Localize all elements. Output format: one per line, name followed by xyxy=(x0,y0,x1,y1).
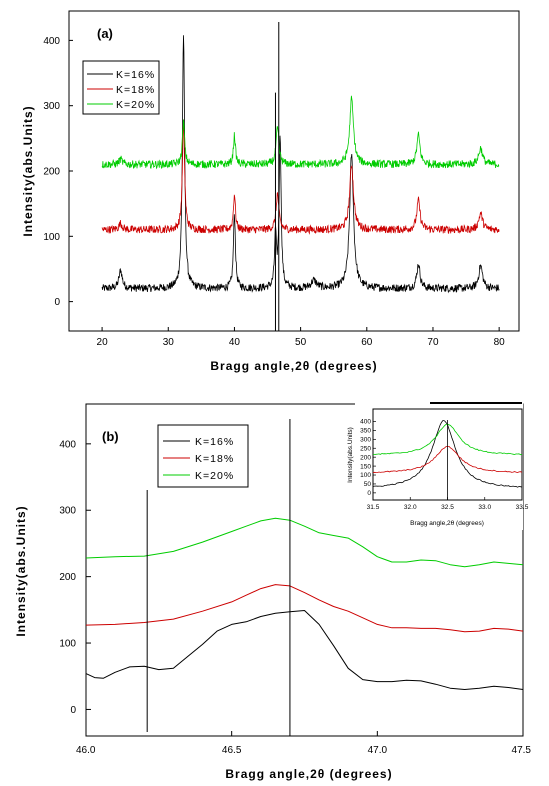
panel-b-legend-label-0: K=16% xyxy=(195,436,234,448)
panel-b-legend: K=16% K=18% K=20% xyxy=(157,424,249,488)
panel-b-x-axis-label: Bragg angle,2θ (degrees) xyxy=(225,767,392,781)
panel-b-y-tick-label: 0 xyxy=(70,705,76,716)
panel-b-y-tick-label: 300 xyxy=(59,506,76,517)
panel-a-x-tick-label: 60 xyxy=(361,337,373,348)
inset-y-tick-label: 350 xyxy=(360,428,371,435)
panel-a-y-tick-label: 100 xyxy=(43,232,60,243)
panel-b-y-axis-label: Intensity(abs.Units) xyxy=(14,505,28,636)
panel-a-legend-box xyxy=(82,60,160,115)
inset-x-tick-label: 33.0 xyxy=(478,504,491,511)
panel-a: 20 30 40 50 60 70 80 0 100 200 300 400 (a) Bragg a… xyxy=(21,10,520,373)
panel-a-y-axis-label: Intensity(abs.Units) xyxy=(21,105,35,236)
inset-y-tick-label: 100 xyxy=(360,472,371,479)
panel-a-series-0 xyxy=(101,35,500,294)
panel-b-series-2 xyxy=(85,517,524,568)
panel-a-x-tick-label: 70 xyxy=(427,337,439,348)
panel-a-legend: K=16% K=18% K=20% xyxy=(82,60,160,115)
panel-b-frame xyxy=(85,403,524,737)
panel-b-legend-box xyxy=(157,424,249,488)
panel-b-y-tick-label: 200 xyxy=(59,572,76,583)
inset-x-tick-label: 32.0 xyxy=(404,504,417,511)
panel-a-label: (a) xyxy=(97,26,113,41)
panel-a-x-tick-label: 30 xyxy=(163,337,175,348)
panel-b-y-tick-label: 400 xyxy=(59,439,76,450)
panel-a-legend-label-2: K=20% xyxy=(116,99,155,111)
inset-x-tick-label: 33.5 xyxy=(516,504,529,511)
panel-b-x-tick-label: 46.0 xyxy=(76,745,96,756)
panel-a-frame xyxy=(68,10,520,332)
panel-b-x-tick-label: 47.5 xyxy=(512,745,532,756)
inset-y-tick-label: 200 xyxy=(360,454,371,461)
inset-background xyxy=(355,402,523,530)
inset-x-axis-label: Bragg angle,2θ (degrees) xyxy=(410,520,484,527)
inset-y-axis-label: Intensity(abs.Units) xyxy=(347,427,354,483)
panel-a-y-tick-label: 400 xyxy=(43,36,60,47)
panel-a-y-tick-label: 300 xyxy=(43,101,60,112)
inset-x-tick-label: 31.5 xyxy=(367,504,380,511)
panel-a-y-tick-label: 200 xyxy=(43,167,60,178)
panel-b-y-tick-label: 100 xyxy=(59,639,76,650)
panel-a-x-axis-label: Bragg angle,2θ (degrees) xyxy=(210,359,377,373)
inset-y-tick-label: 0 xyxy=(367,490,371,497)
panel-a-legend-label-1: K=18% xyxy=(116,84,155,96)
panel-a-x-tick-label: 50 xyxy=(295,337,307,348)
panel-b-label: (b) xyxy=(102,429,119,444)
panel-a-series-2 xyxy=(101,95,500,170)
panel-b: 46.0 46.5 47.0 47.5 0 100 200 300 400 (b) Bragg… xyxy=(14,402,531,781)
panel-b-x-tick-label: 46.5 xyxy=(222,745,242,756)
panel-a-legend-label-0: K=16% xyxy=(116,69,155,81)
panel-a-x-tick-label: 40 xyxy=(229,337,241,348)
inset-x-tick-label: 32.5 xyxy=(441,504,454,511)
panel-a-series-1 xyxy=(101,119,500,235)
panel-b-legend-label-2: K=20% xyxy=(195,470,234,482)
panel-a-y-tick-label: 0 xyxy=(54,297,60,308)
panel-b-series-1 xyxy=(85,584,524,633)
inset-y-tick-label: 150 xyxy=(360,463,371,470)
panel-b-legend-label-1: K=18% xyxy=(195,453,234,465)
inset-y-tick-label: 300 xyxy=(360,437,371,444)
inset-y-tick-label: 400 xyxy=(360,419,371,426)
panel-b-series-0 xyxy=(85,610,524,690)
panel-a-x-tick-label: 20 xyxy=(97,337,109,348)
inset-y-tick-label: 50 xyxy=(364,481,372,488)
inset-y-tick-label: 250 xyxy=(360,445,371,452)
panel-b-x-tick-label: 47.0 xyxy=(368,745,388,756)
panel-a-x-tick-label: 80 xyxy=(494,337,506,348)
